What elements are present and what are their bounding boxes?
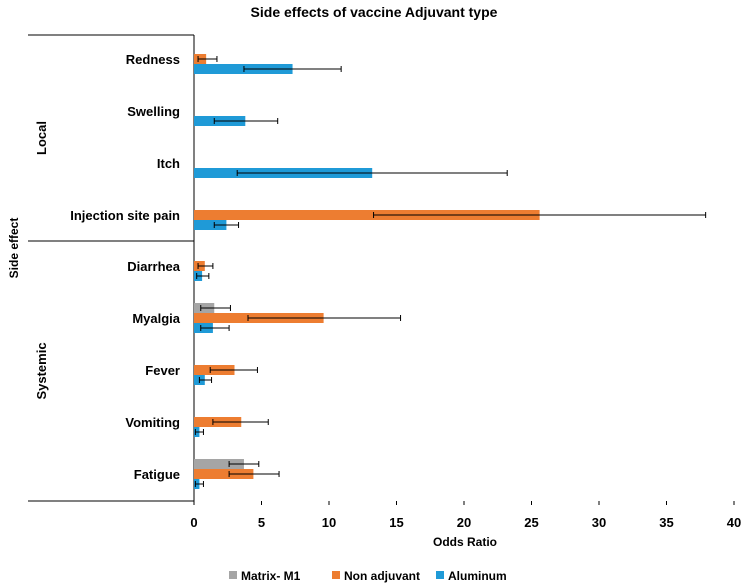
x-tick-label: 30 <box>592 515 606 530</box>
category-label-fatigue: Fatigue <box>134 467 180 482</box>
x-tick-label: 10 <box>322 515 336 530</box>
x-tick-label: 20 <box>457 515 471 530</box>
group-label-systemic: Systemic <box>34 342 49 399</box>
category-label-myalgia: Myalgia <box>132 311 180 326</box>
legend-swatch-non-adjuvant <box>332 571 340 579</box>
bar-matrix-m1-fatigue <box>194 459 244 469</box>
x-tick-label: 25 <box>524 515 538 530</box>
legend-label-aluminum: Aluminum <box>448 569 507 583</box>
y-axis-label: Side effect <box>7 218 21 279</box>
x-tick-label: 5 <box>258 515 265 530</box>
x-tick-label: 35 <box>659 515 673 530</box>
chart-title: Side effects of vaccine Adjuvant type <box>251 4 498 20</box>
category-label-swelling: Swelling <box>127 104 180 119</box>
category-label-redness: Redness <box>126 52 180 67</box>
x-tick-label: 15 <box>389 515 403 530</box>
bar-aluminum-redness <box>194 64 293 74</box>
plot-area: 0 5 10 15 20 25 30 35 40 Local Systemic Redness Swel… <box>28 34 741 530</box>
category-label-fever: Fever <box>145 363 180 378</box>
group-label-local: Local <box>34 121 49 155</box>
legend-swatch-matrix-m1 <box>229 571 237 579</box>
category-label-injection-site-pain: Injection site pain <box>70 208 180 223</box>
legend: Matrix- M1 Non adjuvant Aluminum <box>229 569 507 583</box>
category-label-itch: Itch <box>157 156 180 171</box>
legend-label-non-adjuvant: Non adjuvant <box>344 569 420 583</box>
x-tick-label: 0 <box>190 515 197 530</box>
bar-aluminum-injection-site-pain <box>194 220 227 230</box>
bar-non-adjuvant-fatigue <box>194 469 254 479</box>
category-label-diarrhea: Diarrhea <box>127 259 181 274</box>
legend-swatch-aluminum <box>436 571 444 579</box>
category-label-vomiting: Vomiting <box>125 415 180 430</box>
x-tick-label: 40 <box>727 515 741 530</box>
x-axis-label: Odds Ratio <box>433 535 497 549</box>
bar-non-adjuvant-injection-site-pain <box>194 210 540 220</box>
legend-label-matrix-m1: Matrix- M1 <box>241 569 301 583</box>
